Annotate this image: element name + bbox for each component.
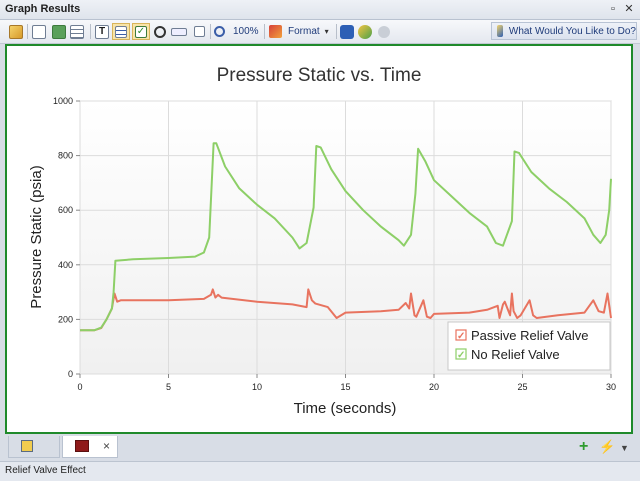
panel-title-bar: Graph Results ▫ ✕ bbox=[0, 0, 640, 20]
y-tick-label: 200 bbox=[58, 314, 73, 324]
series-line-0 bbox=[80, 288, 612, 332]
lightning-icon bbox=[358, 24, 372, 39]
legend-toggle-button[interactable] bbox=[112, 23, 130, 40]
status-bar: Relief Valve Effect bbox=[0, 461, 640, 481]
tab-workspace[interactable] bbox=[8, 436, 60, 458]
text-button[interactable]: T bbox=[94, 23, 110, 40]
x-tick-label: 10 bbox=[252, 382, 262, 392]
add-icon[interactable]: + bbox=[579, 438, 589, 455]
magnifier-icon bbox=[214, 26, 225, 37]
legend-label: Passive Relief Valve bbox=[471, 328, 589, 343]
tab-close-icon[interactable]: × bbox=[103, 439, 111, 453]
graph-icon bbox=[75, 440, 89, 452]
chevron-down-icon: ▾ bbox=[324, 27, 329, 36]
x-tick-label: 20 bbox=[429, 382, 439, 392]
copy-icon bbox=[32, 24, 46, 39]
pin-icon[interactable]: ▫ bbox=[611, 3, 615, 15]
legend-icon bbox=[115, 25, 127, 38]
legend-checkbox[interactable] bbox=[455, 329, 467, 341]
pressure-chart: 0 5 10 15 20 25 30 0 200 400 600 800 1000 Pressure S… bbox=[28, 65, 616, 417]
x-tick-label: 0 bbox=[77, 382, 82, 392]
workspace-icon bbox=[21, 440, 33, 452]
legend-label: No Relief Valve bbox=[471, 347, 560, 362]
text-icon: T bbox=[95, 24, 109, 39]
chevron-down-icon[interactable]: ▼ bbox=[620, 443, 629, 453]
lightning-icon[interactable]: ⚡ bbox=[599, 439, 616, 454]
plus-icon bbox=[340, 24, 354, 39]
export-icon bbox=[52, 24, 66, 39]
help-search-button[interactable]: What Would You Like to Do? bbox=[491, 22, 637, 40]
export-button[interactable] bbox=[51, 23, 67, 40]
help-icon bbox=[497, 25, 503, 37]
zoom-level: 100% bbox=[233, 26, 259, 37]
scale-button[interactable] bbox=[170, 23, 188, 40]
crosshair-button[interactable] bbox=[152, 23, 168, 40]
refresh-button[interactable] bbox=[357, 23, 373, 40]
panel-title: Graph Results bbox=[5, 3, 81, 15]
y-axis-label: Pressure Static (psia) bbox=[28, 165, 45, 308]
legend-check-icon: ✓ bbox=[457, 331, 465, 342]
y-tick-label: 400 bbox=[58, 260, 73, 270]
tab-graph[interactable]: × bbox=[62, 436, 118, 458]
info-icon bbox=[378, 25, 390, 38]
x-tick-label: 5 bbox=[166, 382, 171, 392]
copy-button[interactable] bbox=[31, 23, 47, 40]
legend-box bbox=[447, 321, 611, 371]
y-tick-label: 800 bbox=[58, 151, 73, 161]
table-view-button[interactable] bbox=[69, 23, 85, 40]
gridlines-toggle-button[interactable]: ✓ bbox=[132, 23, 150, 40]
y-tick-label: 1000 bbox=[53, 96, 73, 106]
ruler-icon bbox=[171, 27, 187, 36]
info-button[interactable] bbox=[376, 23, 392, 40]
help-label: What Would You Like to Do? bbox=[508, 25, 636, 37]
legend-check-icon: ✓ bbox=[457, 350, 465, 361]
table-icon bbox=[70, 24, 84, 39]
y-tick-label: 600 bbox=[58, 205, 73, 215]
reset-button[interactable] bbox=[191, 23, 207, 40]
chart-panel: 0 5 10 15 20 25 30 0 200 400 600 800 1000 Pressure S… bbox=[5, 44, 633, 434]
axis-ticks: 0 5 10 15 20 25 30 0 200 400 600 800 1000 bbox=[53, 96, 616, 392]
series-layer bbox=[80, 142, 612, 332]
x-tick-label: 15 bbox=[340, 382, 350, 392]
tab-strip: × + ⚡ ▼ bbox=[0, 436, 640, 460]
pencil-icon bbox=[9, 24, 23, 39]
series-line-1 bbox=[80, 142, 612, 332]
brush-icon bbox=[269, 25, 282, 38]
edit-graph-button[interactable] bbox=[8, 23, 24, 40]
format-label: Format bbox=[288, 26, 320, 37]
checkbox-icon: ✓ bbox=[135, 25, 147, 38]
add-series-button[interactable] bbox=[339, 23, 355, 40]
chart-title: Pressure Static vs. Time bbox=[217, 65, 422, 86]
crosshair-icon bbox=[154, 25, 166, 38]
x-tick-label: 25 bbox=[517, 382, 527, 392]
legend-checkbox[interactable] bbox=[455, 348, 467, 360]
format-dropdown[interactable]: Format ▾ bbox=[269, 23, 333, 40]
zoom-button[interactable]: 100% bbox=[214, 23, 270, 40]
status-text: Relief Valve Effect bbox=[5, 465, 86, 476]
legend: ✓ Passive Relief Valve ✓ No Relief Valve bbox=[447, 321, 611, 371]
x-tick-label: 30 bbox=[606, 382, 616, 392]
x-axis-label: Time (seconds) bbox=[294, 400, 397, 417]
y-tick-label: 0 bbox=[68, 369, 73, 379]
square-icon bbox=[193, 26, 205, 37]
graph-toolbar: T ✓ 100% Format ▾ What Would You Like to… bbox=[0, 20, 640, 44]
close-icon[interactable]: ✕ bbox=[624, 3, 634, 15]
